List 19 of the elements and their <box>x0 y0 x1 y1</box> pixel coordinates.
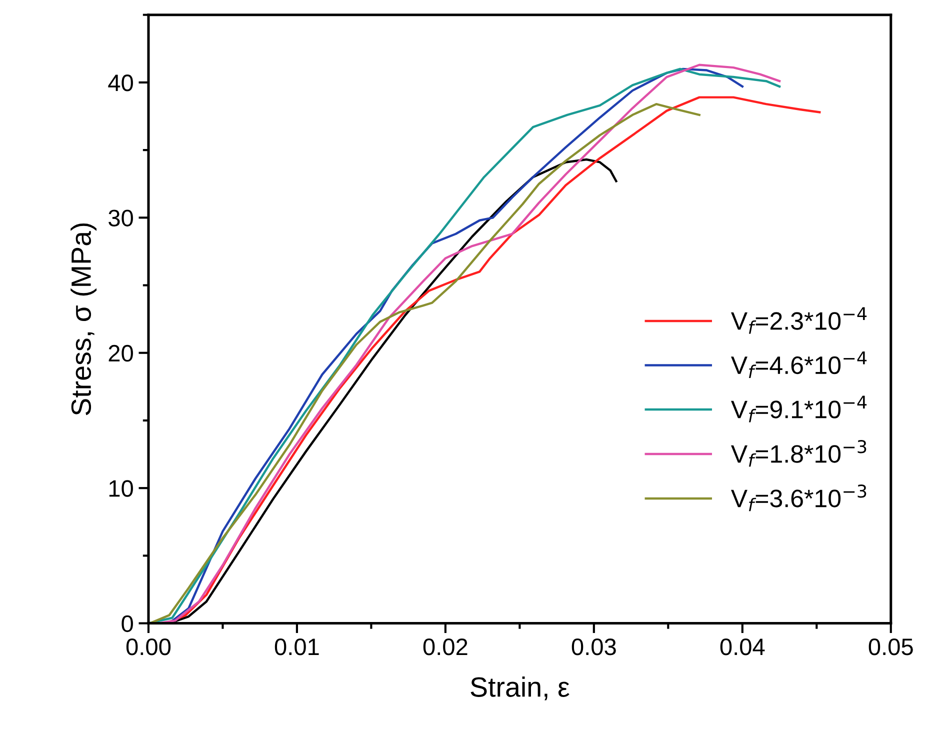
x-axis-title: Strain, ε <box>470 676 570 700</box>
legend-label: V$_{f}$=3.6*10$^{−3}$ <box>730 484 866 512</box>
x-tick-label: 0.05 <box>868 638 913 656</box>
x-tick-label: 0.01 <box>274 638 319 656</box>
legend-label: V$_{f}$=1.8*10$^{−3}$ <box>730 440 866 467</box>
y-tick-label: 30 <box>108 210 133 226</box>
y-tick-label: 0 <box>122 615 133 632</box>
y-tick-label: 20 <box>108 344 133 362</box>
line-series <box>148 102 700 624</box>
y-tick-label: 10 <box>109 480 133 497</box>
legend-label: V$_{f}$=9.1*10$^{−4}$ <box>730 396 867 422</box>
legend-label: V$_{f}$=2.3*10$^{−4}$ <box>730 307 867 334</box>
x-tick-label: 0.03 <box>572 638 616 656</box>
x-tick-label: 0.00 <box>126 638 171 656</box>
legend-label: V$_{f}$=4.6*10$^{−4}$ <box>730 352 867 378</box>
x-tick-label: 0.02 <box>423 638 468 656</box>
y-axis-title: Stress, σ (MPa) <box>70 223 97 416</box>
y-tick-label: 40 <box>108 74 133 92</box>
x-tick-label: 0.04 <box>720 638 765 656</box>
